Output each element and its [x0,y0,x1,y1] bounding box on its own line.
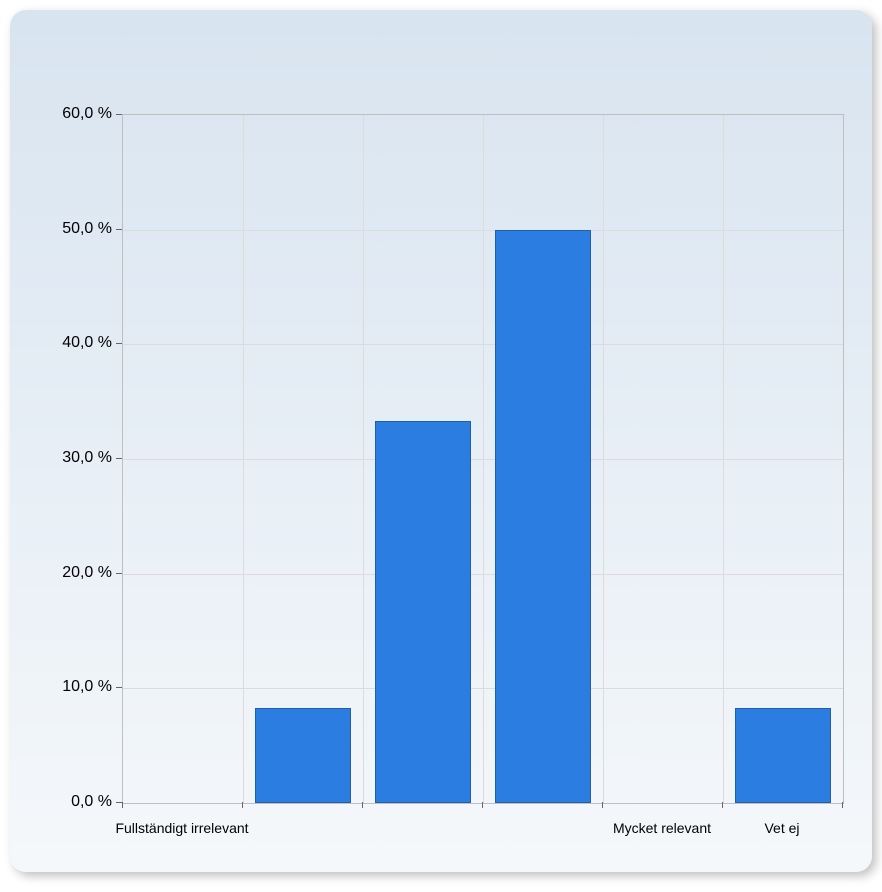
x-tick [842,802,843,808]
gridline-horizontal [123,459,843,460]
x-tick [482,802,483,808]
y-tick [116,687,122,688]
y-tick-label: 0,0 % [71,793,112,811]
bar [495,230,591,803]
y-tick-label: 50,0 % [62,220,112,238]
y-tick [116,229,122,230]
x-category-label: Mycket relevant [613,820,711,836]
x-tick [722,802,723,808]
y-tick [116,114,122,115]
x-tick [242,802,243,808]
gridline-horizontal [123,574,843,575]
gridline-horizontal [123,688,843,689]
gridline-horizontal [123,230,843,231]
y-tick-label: 10,0 % [62,678,112,696]
y-tick [116,343,122,344]
bar [735,708,831,803]
bar [375,421,471,803]
y-tick-label: 40,0 % [62,334,112,352]
y-tick [116,458,122,459]
y-tick-label: 60,0 % [62,105,112,123]
chart-card: 0,0 % 10,0 % 20,0 % 30,0 % 40,0 % 50,0 % 60,0 … [10,10,872,872]
y-tick-label: 20,0 % [62,564,112,582]
x-category-label: Vet ej [764,820,799,836]
gridline-horizontal [123,344,843,345]
bar [255,708,351,803]
x-category-label: Fullständigt irrelevant [115,820,248,836]
y-tick-label: 30,0 % [62,449,112,467]
y-tick [116,573,122,574]
x-tick [362,802,363,808]
x-tick [602,802,603,808]
x-tick [122,802,123,808]
plot-area [122,114,844,804]
